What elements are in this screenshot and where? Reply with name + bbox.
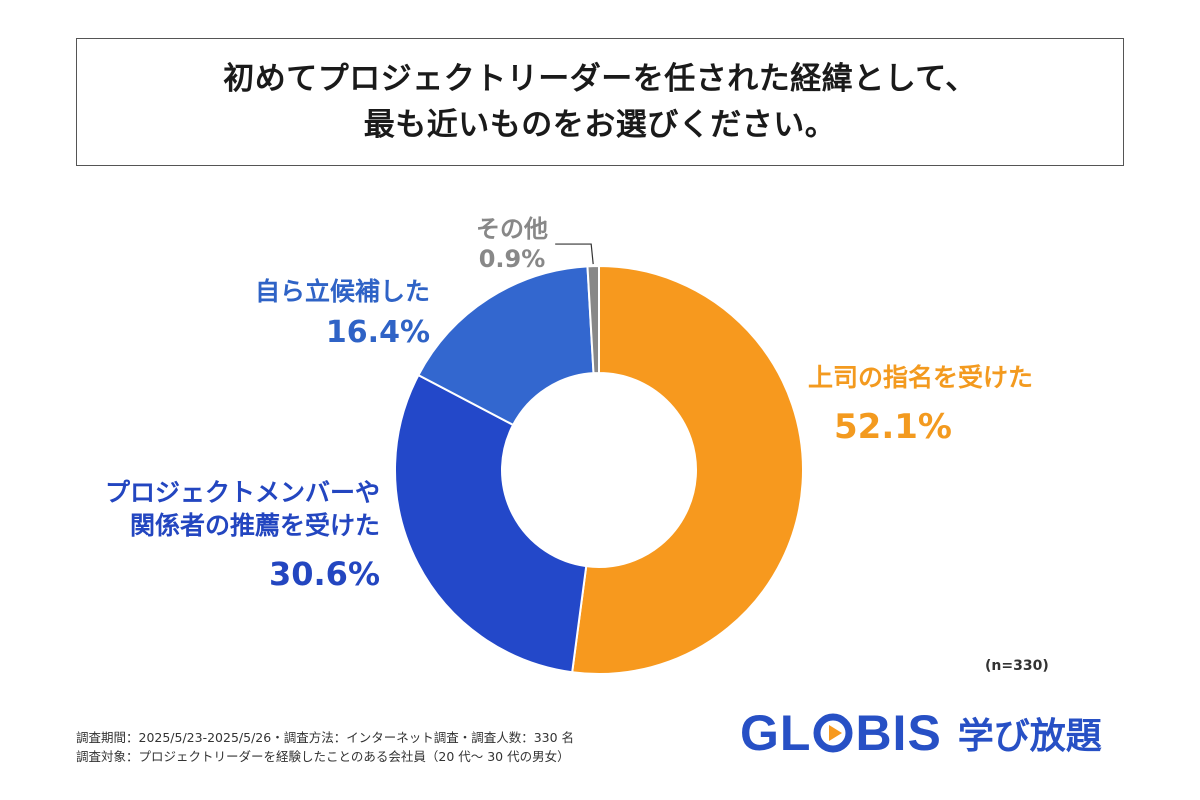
- label-member-recommendation: プロジェクトメンバーや 関係者の推薦を受けた 30.6%: [40, 476, 380, 594]
- label-boss-appointment-name: 上司の指名を受けた: [808, 363, 1034, 392]
- slice-member-recommendation: [394, 373, 588, 674]
- label-other-name: その他: [476, 215, 548, 243]
- label-boss-appointment-value: 52.1%: [834, 407, 952, 447]
- survey-target-line: 調査対象：プロジェクトリーダーを経験したことのある会社員（20 代～ 30 代の…: [76, 749, 570, 764]
- title-box: 初めてプロジェクトリーダーを任された経緯として、 最も近いものをお選びください。: [76, 38, 1124, 166]
- label-member-recommendation-value: 30.6%: [268, 555, 380, 593]
- logo-subtitle: 学び放題: [957, 716, 1102, 757]
- label-other: その他 0.9%: [462, 214, 562, 274]
- label-other-value: 0.9%: [478, 245, 546, 273]
- label-self-nomination-name: 自ら立候補した: [254, 277, 430, 306]
- logo-brand: GL BIS: [740, 705, 942, 761]
- sample-size-note: (n=330): [985, 658, 1049, 674]
- label-member-recommendation-name-1: プロジェクトメンバーや: [104, 478, 380, 507]
- play-icon: [813, 713, 853, 753]
- chart-title-line-2: 最も近いものをお選びください。: [363, 107, 837, 143]
- label-member-recommendation-name-2: 関係者の推薦を受けた: [129, 511, 380, 540]
- other-leader-line: [555, 243, 594, 265]
- survey-period-line: 調査期間：2025/5/23-2025/5/26・調査方法：インターネット調査・…: [76, 730, 575, 745]
- label-self-nomination-value: 16.4%: [325, 315, 430, 350]
- label-boss-appointment: 上司の指名を受けた 52.1%: [808, 362, 1033, 448]
- survey-footer: 調査期間：2025/5/23-2025/5/26・調査方法：インターネット調査・…: [76, 728, 574, 766]
- chart-title-line-1: 初めてプロジェクトリーダーを任された経緯として、: [223, 61, 977, 97]
- slice-self-nomination: [417, 265, 595, 427]
- slice-other: [586, 264, 600, 375]
- globis-logo: GL BIS 学び放題: [740, 704, 1102, 762]
- slice-boss-appointment: [571, 264, 804, 675]
- label-self-nomination: 自ら立候補した 16.4%: [220, 276, 430, 352]
